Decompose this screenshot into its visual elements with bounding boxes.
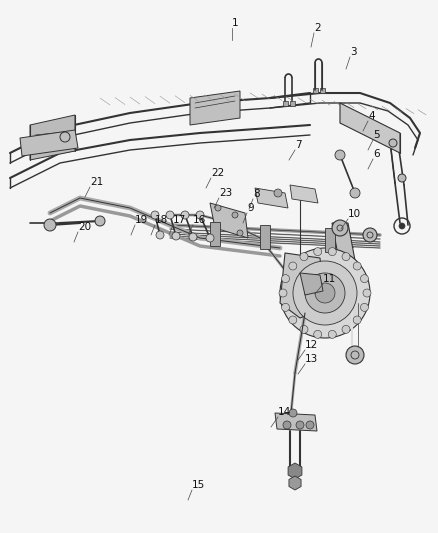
- Polygon shape: [20, 130, 78, 156]
- Text: 2: 2: [314, 23, 321, 33]
- Text: 12: 12: [305, 340, 318, 350]
- Circle shape: [181, 211, 189, 219]
- Text: 20: 20: [78, 222, 91, 232]
- Circle shape: [353, 316, 361, 324]
- Polygon shape: [300, 273, 323, 295]
- Text: 11: 11: [323, 274, 336, 284]
- Polygon shape: [255, 188, 288, 208]
- Circle shape: [196, 211, 204, 219]
- Circle shape: [296, 421, 304, 429]
- Circle shape: [399, 223, 405, 229]
- Circle shape: [360, 274, 368, 282]
- Circle shape: [189, 233, 197, 241]
- Circle shape: [300, 253, 308, 261]
- Circle shape: [95, 216, 105, 226]
- Circle shape: [232, 212, 238, 218]
- Text: 19: 19: [135, 215, 148, 225]
- Text: 14: 14: [278, 407, 291, 417]
- Polygon shape: [283, 101, 287, 106]
- Circle shape: [328, 248, 336, 256]
- Circle shape: [353, 262, 361, 270]
- Text: 21: 21: [90, 177, 103, 187]
- Text: 7: 7: [295, 140, 302, 150]
- Circle shape: [280, 248, 370, 338]
- Circle shape: [279, 289, 287, 297]
- Text: 6: 6: [373, 149, 380, 159]
- Circle shape: [172, 232, 180, 240]
- Circle shape: [363, 289, 371, 297]
- Circle shape: [215, 205, 221, 211]
- Circle shape: [360, 303, 368, 311]
- Polygon shape: [280, 253, 325, 318]
- Circle shape: [283, 421, 291, 429]
- Circle shape: [314, 248, 321, 256]
- Circle shape: [314, 330, 321, 338]
- Circle shape: [332, 220, 348, 236]
- Polygon shape: [312, 88, 318, 93]
- Circle shape: [156, 231, 164, 239]
- Circle shape: [289, 262, 297, 270]
- Polygon shape: [319, 88, 325, 93]
- Text: 1: 1: [232, 18, 239, 28]
- Polygon shape: [210, 203, 248, 238]
- Polygon shape: [190, 91, 240, 125]
- Polygon shape: [290, 185, 318, 203]
- Circle shape: [151, 211, 159, 219]
- Text: 15: 15: [192, 480, 205, 490]
- Text: 23: 23: [219, 188, 232, 198]
- Circle shape: [282, 274, 290, 282]
- Text: 3: 3: [350, 47, 357, 57]
- Circle shape: [305, 273, 345, 313]
- Circle shape: [206, 234, 214, 242]
- Circle shape: [282, 303, 290, 311]
- Circle shape: [289, 409, 297, 417]
- Circle shape: [328, 330, 336, 338]
- Text: 13: 13: [305, 354, 318, 364]
- Circle shape: [363, 228, 377, 242]
- Circle shape: [300, 325, 308, 333]
- Circle shape: [335, 150, 345, 160]
- Text: 5: 5: [373, 130, 380, 140]
- Text: 22: 22: [211, 168, 224, 178]
- Polygon shape: [332, 223, 363, 303]
- Polygon shape: [30, 115, 75, 160]
- Polygon shape: [340, 103, 400, 153]
- Circle shape: [44, 219, 56, 231]
- Circle shape: [306, 421, 314, 429]
- Circle shape: [346, 346, 364, 364]
- Polygon shape: [260, 224, 270, 248]
- Circle shape: [315, 283, 335, 303]
- Polygon shape: [275, 413, 317, 431]
- Text: 4: 4: [368, 111, 374, 121]
- Circle shape: [350, 188, 360, 198]
- Circle shape: [342, 253, 350, 261]
- Circle shape: [389, 139, 397, 147]
- Text: 10: 10: [348, 209, 361, 219]
- Circle shape: [289, 316, 297, 324]
- Circle shape: [293, 261, 357, 325]
- Circle shape: [398, 174, 406, 182]
- Polygon shape: [325, 228, 335, 252]
- Circle shape: [237, 230, 243, 236]
- Circle shape: [166, 211, 174, 219]
- Text: 17: 17: [173, 215, 186, 225]
- Text: 9: 9: [247, 203, 254, 213]
- Text: 18: 18: [155, 215, 168, 225]
- Text: 16: 16: [193, 215, 206, 225]
- Polygon shape: [290, 101, 294, 106]
- Circle shape: [274, 189, 282, 197]
- Circle shape: [342, 325, 350, 333]
- Text: 8: 8: [253, 189, 260, 199]
- Polygon shape: [210, 222, 220, 246]
